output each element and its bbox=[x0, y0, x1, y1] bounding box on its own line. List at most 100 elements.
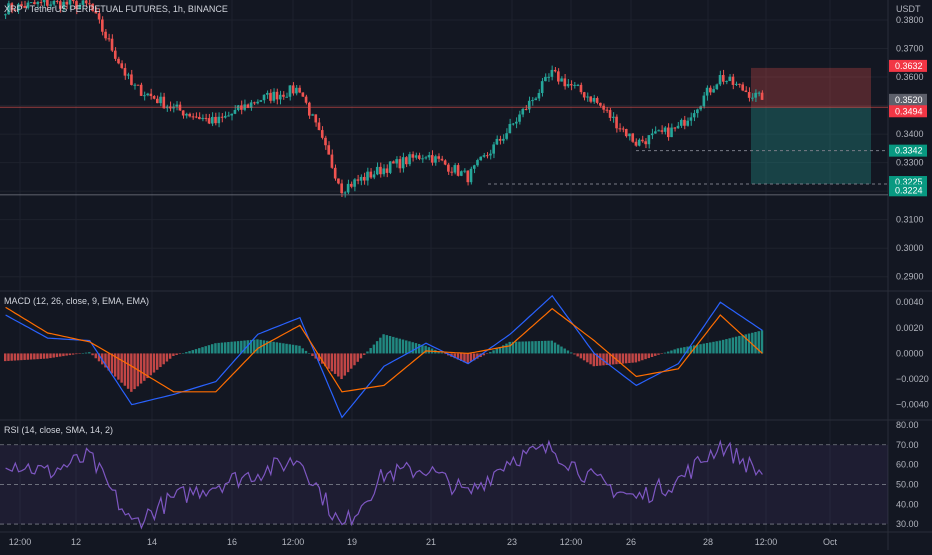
candle-body bbox=[29, 2, 33, 4]
macd-histogram-bar bbox=[278, 342, 282, 354]
candle-body bbox=[210, 116, 214, 124]
candle-body bbox=[220, 116, 224, 118]
candle-body bbox=[721, 75, 725, 82]
candle-body bbox=[314, 114, 318, 123]
candle-body bbox=[227, 115, 230, 117]
macd-histogram-bar bbox=[253, 339, 256, 354]
candle-body bbox=[104, 31, 107, 39]
macd-histogram-bar bbox=[275, 342, 279, 354]
macd-histogram-bar bbox=[595, 353, 599, 366]
macd-histogram-bar bbox=[123, 353, 127, 386]
candle-body bbox=[375, 166, 379, 175]
macd-title[interactable]: MACD (12, 26, close, 9, EMA, EMA) bbox=[4, 296, 150, 306]
candle-body bbox=[94, 10, 98, 14]
candle-body bbox=[249, 102, 253, 108]
candle-body bbox=[152, 96, 156, 99]
macd-histogram-bar bbox=[721, 339, 725, 354]
candle-body bbox=[55, 0, 59, 2]
candle-body bbox=[401, 157, 405, 169]
candle-body bbox=[68, 0, 72, 5]
candle-body bbox=[615, 116, 618, 129]
candle-body bbox=[372, 174, 376, 178]
candle-body bbox=[624, 129, 628, 137]
candle-body bbox=[117, 58, 120, 64]
candle-body bbox=[576, 84, 580, 86]
macd-histogram-bar bbox=[75, 353, 78, 355]
macd-histogram-bar bbox=[340, 353, 343, 380]
candle-body bbox=[534, 98, 538, 101]
macd-histogram-bar bbox=[705, 343, 709, 354]
macd-histogram-bar bbox=[579, 353, 583, 359]
macd-histogram-bar bbox=[641, 353, 644, 361]
macd-histogram-bar bbox=[392, 336, 395, 354]
macd-histogram-bar bbox=[133, 353, 136, 390]
candle-body bbox=[715, 84, 719, 90]
candle-body bbox=[133, 84, 136, 86]
candle-body bbox=[346, 183, 350, 193]
candle-body bbox=[521, 109, 525, 115]
candle-body bbox=[563, 78, 567, 87]
macd-histogram-bar bbox=[362, 353, 366, 355]
candle-body bbox=[414, 155, 418, 158]
rsi-title[interactable]: RSI (14, close, SMA, 14, 2) bbox=[4, 425, 114, 435]
time-tick-label: 16 bbox=[227, 537, 237, 547]
candle-body bbox=[560, 78, 563, 82]
candle-body bbox=[272, 91, 276, 101]
macd-histogram-bar bbox=[417, 343, 421, 354]
price-tag-entry bbox=[889, 105, 927, 118]
candle-body bbox=[330, 154, 334, 168]
macd-histogram-bar bbox=[343, 353, 347, 376]
macd-histogram-bar bbox=[188, 351, 191, 354]
macd-histogram-bar bbox=[301, 348, 304, 354]
candle-body bbox=[705, 87, 709, 96]
price-tick-label: 0.3800 bbox=[896, 15, 924, 25]
macd-histogram-bar bbox=[576, 353, 579, 357]
candle-body bbox=[88, 3, 91, 5]
candle-body bbox=[327, 145, 331, 155]
macd-histogram-bar bbox=[696, 344, 699, 354]
candle-body bbox=[110, 38, 114, 51]
candle-body bbox=[757, 92, 761, 94]
macd-histogram-bar bbox=[628, 353, 631, 363]
price-tick-label: 0.3400 bbox=[896, 129, 924, 139]
macd-histogram-bar bbox=[175, 353, 178, 356]
macd-histogram-bar bbox=[456, 353, 460, 360]
macd-histogram-bar bbox=[421, 344, 424, 354]
macd-histogram-bar bbox=[395, 337, 398, 354]
candle-body bbox=[731, 76, 735, 85]
price-tag-label-level: 0.3342 bbox=[895, 146, 923, 156]
price-tick-label: 0.3000 bbox=[896, 243, 924, 253]
macd-histogram-bar bbox=[757, 331, 760, 354]
macd-histogram-bar bbox=[624, 353, 628, 364]
macd-histogram-bar bbox=[589, 353, 592, 365]
macd-histogram-bar bbox=[113, 353, 117, 377]
candle-body bbox=[673, 127, 677, 129]
macd-histogram-bar bbox=[660, 353, 663, 354]
candle-body bbox=[612, 116, 615, 118]
candle-body bbox=[298, 87, 301, 93]
candle-body bbox=[492, 144, 495, 154]
candle-body bbox=[278, 94, 282, 100]
candle-body bbox=[42, 0, 46, 3]
macd-histogram-bar bbox=[527, 341, 531, 354]
candle-body bbox=[618, 128, 622, 130]
candle-body bbox=[524, 109, 528, 111]
macd-histogram-bar bbox=[375, 341, 379, 354]
candle-body bbox=[285, 96, 288, 98]
candle-body bbox=[447, 164, 450, 172]
macd-histogram-bar bbox=[495, 348, 499, 354]
macd-histogram-bar bbox=[68, 353, 72, 356]
candle-body bbox=[747, 92, 751, 98]
macd-histogram-bar bbox=[33, 353, 36, 360]
macd-histogram-bar bbox=[26, 353, 30, 360]
macd-histogram-bar bbox=[356, 353, 359, 362]
macd-histogram-bar bbox=[10, 353, 13, 361]
macd-histogram-bar bbox=[288, 344, 292, 354]
macd-histogram-bar bbox=[317, 353, 321, 362]
macd-histogram-bar bbox=[647, 353, 651, 359]
candle-body bbox=[660, 130, 664, 132]
macd-histogram-bar bbox=[599, 353, 602, 366]
candle-body bbox=[550, 69, 554, 77]
